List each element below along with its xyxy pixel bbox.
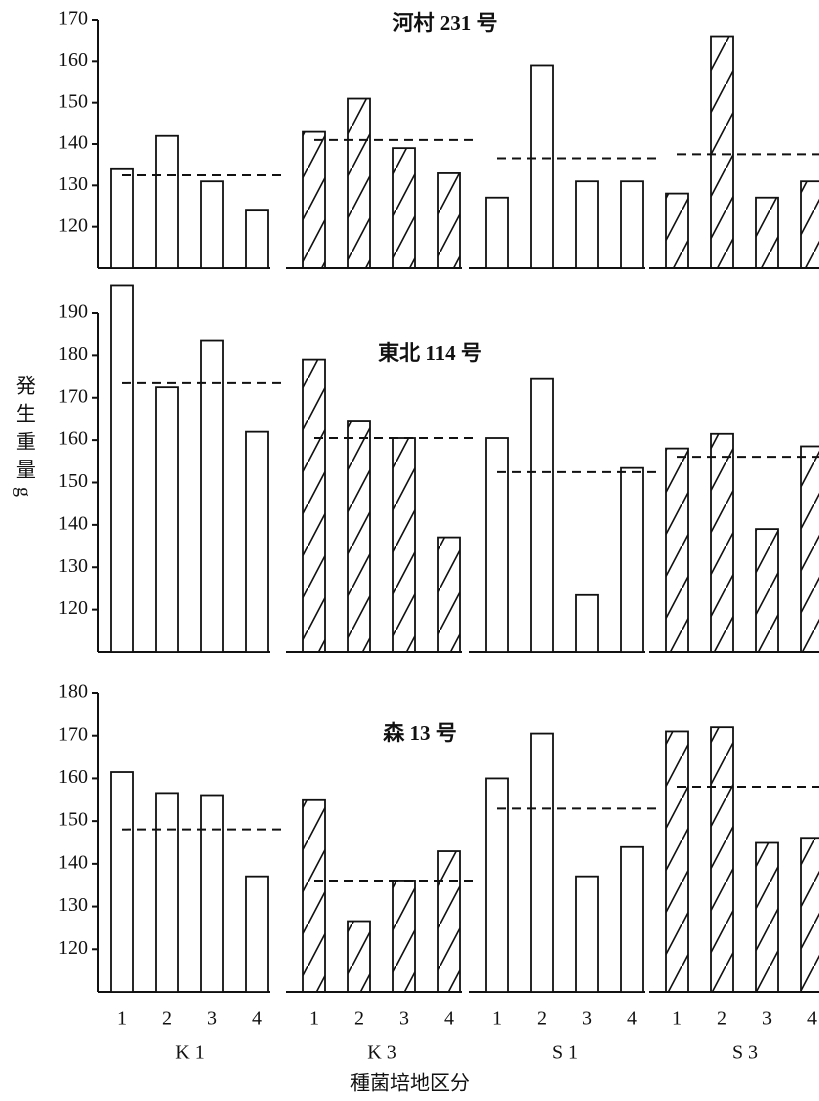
y-tick-label: 120: [58, 937, 88, 959]
y-tick-label: 140: [58, 851, 88, 873]
panel-title: 河村 231 号: [393, 11, 498, 35]
x-tick-label: 4: [807, 1008, 817, 1030]
x-axis-label: 種菌培地区分: [350, 1072, 470, 1095]
y-tick-label: 170: [58, 723, 88, 745]
bar: [755, 528, 779, 653]
bar: [530, 64, 554, 269]
y-tick-label: 130: [58, 555, 88, 577]
y-tick-label: 130: [58, 173, 88, 195]
bar: [710, 432, 734, 653]
y-tick-label: 170: [58, 385, 88, 407]
bar: [485, 196, 509, 269]
bar: [665, 192, 689, 269]
group-label: S 1: [552, 1042, 578, 1064]
bar: [110, 771, 134, 993]
panel-title: 東北 114 号: [378, 341, 482, 365]
bar: [437, 536, 461, 653]
bar: [575, 180, 599, 269]
x-tick-label: 3: [762, 1008, 772, 1030]
bar: [392, 437, 416, 653]
x-tick-label: 3: [582, 1008, 592, 1030]
bar: [302, 798, 326, 993]
x-tick-label: 1: [117, 1008, 127, 1030]
y-tick-label: 160: [58, 766, 88, 788]
bar: [392, 147, 416, 269]
group-label: K 1: [175, 1042, 204, 1064]
x-tick-label: 4: [627, 1008, 637, 1030]
bar: [800, 445, 819, 653]
group-label: S 3: [732, 1042, 758, 1064]
x-tick-label: 4: [252, 1008, 262, 1030]
x-tick-label: 2: [537, 1008, 547, 1030]
y-axis-label: 発生重量g: [12, 375, 35, 505]
bar: [245, 875, 269, 993]
bar: [665, 730, 689, 993]
bar: [392, 880, 416, 993]
y-tick-label: 150: [58, 809, 88, 831]
x-tick-label: 1: [672, 1008, 682, 1030]
bar: [200, 794, 224, 993]
bar: [302, 358, 326, 653]
bar: [245, 209, 269, 269]
bar: [620, 466, 644, 653]
y-tick-label: 140: [58, 512, 88, 534]
bar: [437, 172, 461, 269]
group-label: K 3: [367, 1042, 396, 1064]
y-tick-label: 150: [58, 90, 88, 112]
bar: [755, 841, 779, 993]
x-tick-label: 3: [207, 1008, 217, 1030]
bar: [155, 386, 179, 653]
bar: [347, 97, 371, 269]
bar: [437, 850, 461, 993]
x-tick-label: 1: [492, 1008, 502, 1030]
y-tick-label: 170: [58, 8, 88, 30]
bar: [347, 920, 371, 993]
y-tick-label: 180: [58, 343, 88, 365]
bar: [155, 134, 179, 269]
bar: [710, 35, 734, 269]
bar: [800, 837, 819, 993]
bar: [575, 875, 599, 993]
x-tick-label: 2: [354, 1008, 364, 1030]
bar: [800, 180, 819, 269]
bar: [155, 792, 179, 993]
bar: [530, 732, 554, 993]
bar: [710, 726, 734, 993]
y-tick-label: 160: [58, 49, 88, 71]
x-tick-label: 2: [162, 1008, 172, 1030]
x-tick-label: 2: [717, 1008, 727, 1030]
bar: [485, 437, 509, 653]
panel-title: 森 13 号: [383, 721, 457, 745]
y-tick-label: 180: [58, 681, 88, 703]
bar: [347, 420, 371, 653]
y-tick-label: 190: [58, 301, 88, 323]
y-tick-label: 160: [58, 428, 88, 450]
bar: [200, 180, 224, 269]
bar: [665, 447, 689, 653]
y-tick-label: 120: [58, 597, 88, 619]
bar: [245, 430, 269, 653]
bar: [485, 777, 509, 993]
y-tick-label: 120: [58, 214, 88, 236]
bar: [620, 845, 644, 993]
y-tick-label: 150: [58, 470, 88, 492]
x-tick-label: 3: [399, 1008, 409, 1030]
y-tick-label: 130: [58, 894, 88, 916]
bar: [200, 339, 224, 653]
x-tick-label: 4: [444, 1008, 454, 1030]
bar: [575, 593, 599, 653]
bar: [110, 284, 134, 653]
bar: [530, 377, 554, 653]
x-tick-label: 1: [309, 1008, 319, 1030]
bar: [302, 130, 326, 269]
y-tick-label: 140: [58, 132, 88, 154]
bar: [620, 180, 644, 269]
bar: [110, 167, 134, 269]
bar: [755, 196, 779, 269]
